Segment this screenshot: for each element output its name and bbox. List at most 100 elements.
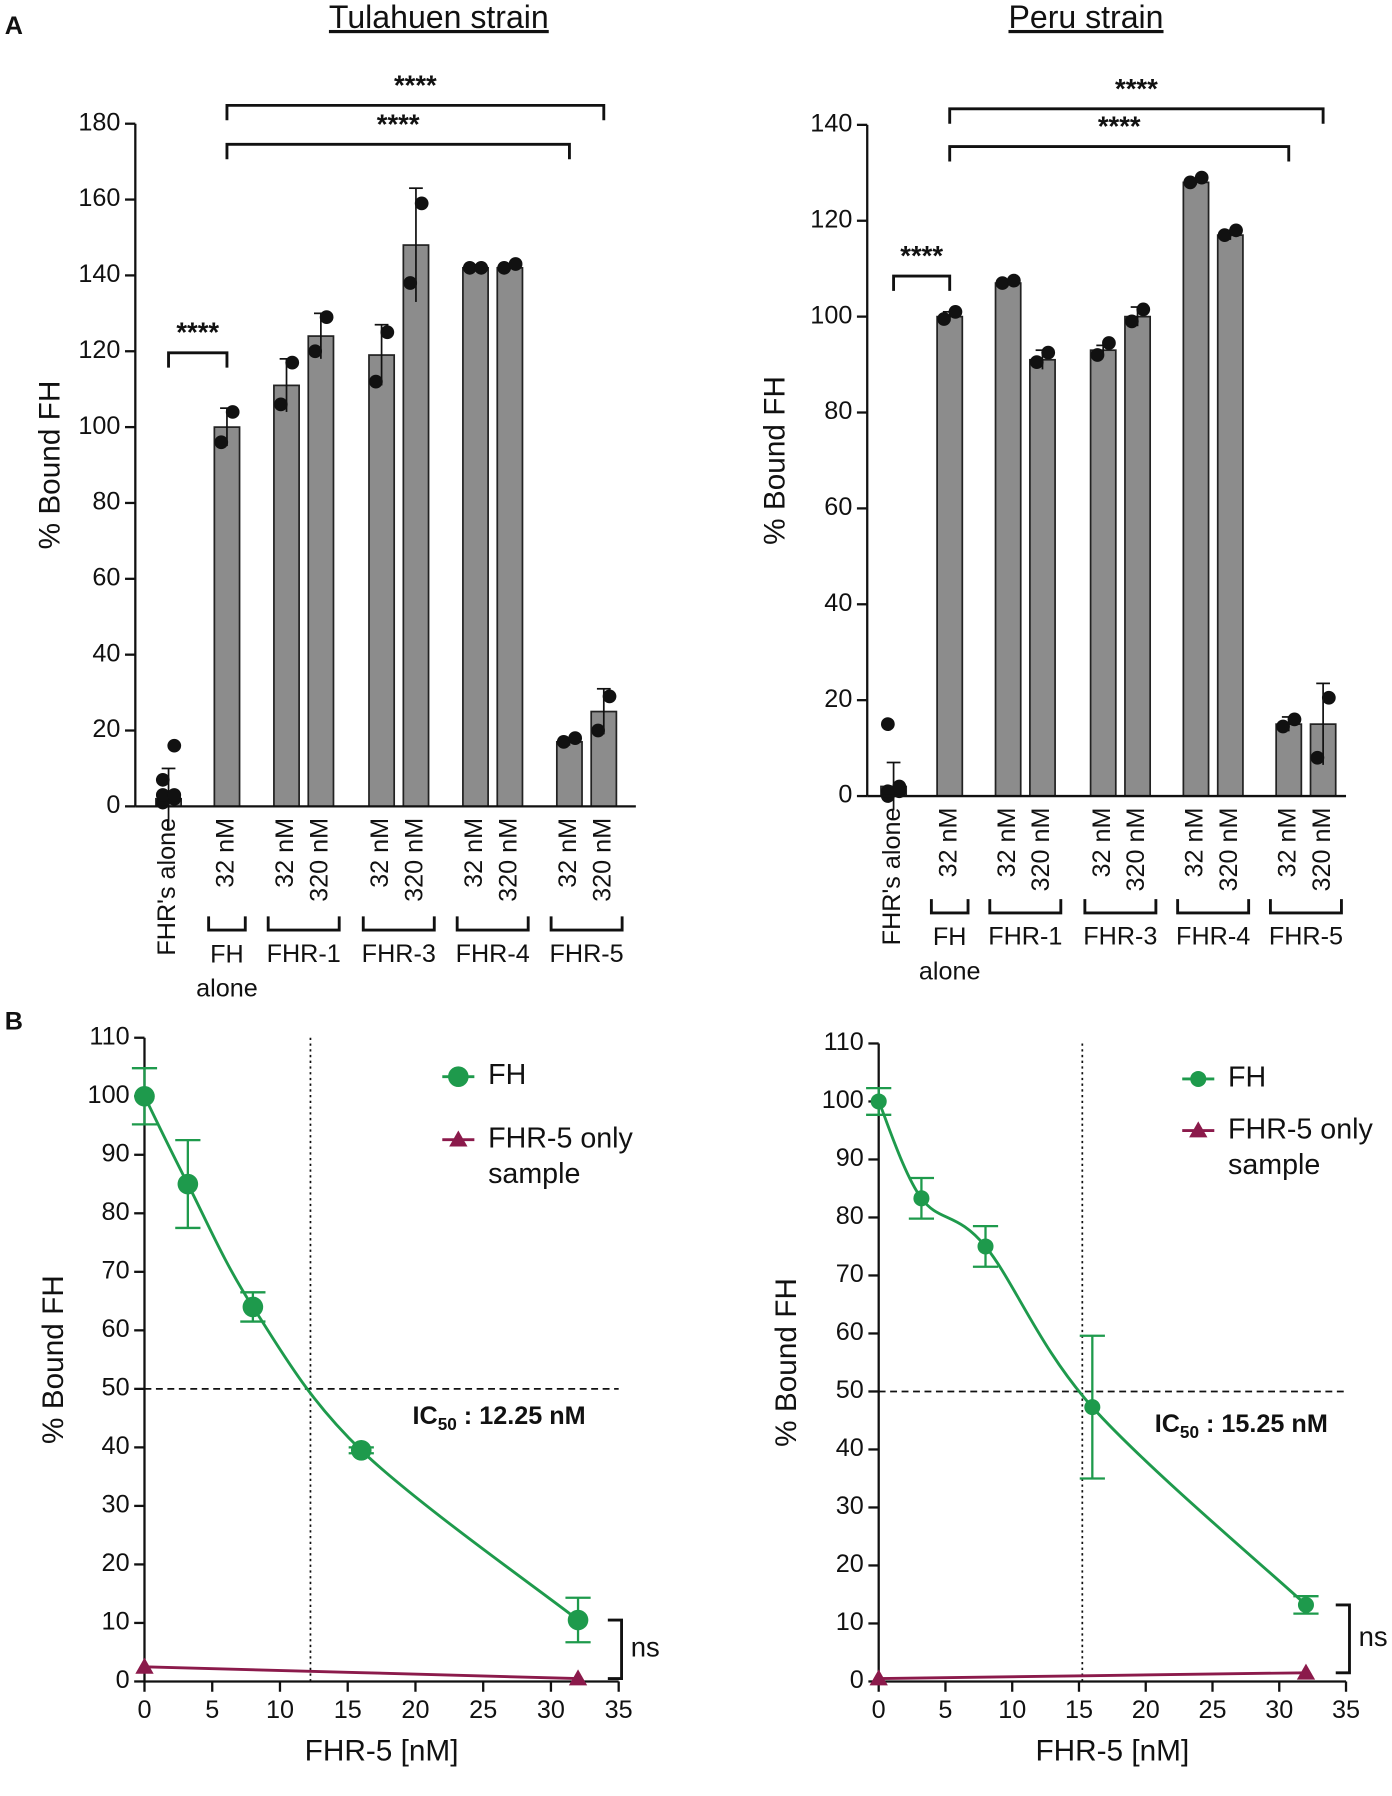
- data-point: [1217, 228, 1232, 242]
- x-tick-label: 25: [469, 1696, 497, 1724]
- x-tick-label: 320 nM: [401, 818, 429, 902]
- data-point: [167, 788, 182, 802]
- marker: [1297, 1596, 1314, 1613]
- group-label: FHR-3: [1083, 923, 1157, 951]
- group-bracket: [207, 916, 247, 932]
- x-tick-label: 320 nM: [495, 818, 523, 902]
- y-tick-label: 10: [102, 1608, 130, 1636]
- bar: [1182, 181, 1210, 797]
- marker: [1296, 1663, 1316, 1680]
- group-label: FHR-5: [1269, 923, 1343, 951]
- series-line: [144, 1665, 579, 1680]
- data-point: [368, 374, 383, 389]
- data-point: [225, 405, 240, 419]
- bar: [1275, 723, 1303, 797]
- group-label: FH alone: [196, 940, 258, 1002]
- y-tick-label: 60: [824, 493, 852, 521]
- x-tick-label: 10: [998, 1696, 1026, 1724]
- y-tick-label: 40: [836, 1434, 864, 1462]
- group-bracket: [1176, 899, 1251, 915]
- y-tick-label: 20: [92, 715, 120, 743]
- data-point: [1310, 750, 1325, 765]
- x-tick-label: 30: [1265, 1696, 1293, 1724]
- data-point: [937, 312, 951, 326]
- data-point: [1287, 712, 1302, 727]
- x-tick-label: 32 nM: [934, 808, 962, 878]
- annotation-part: 50: [1180, 1421, 1199, 1441]
- data-point: [155, 788, 170, 802]
- data-point: [602, 689, 617, 704]
- y-tick-label: 0: [116, 1666, 130, 1694]
- significance-bracket: [607, 1618, 623, 1680]
- y-tick-label: 100: [88, 1081, 130, 1109]
- data-point: [380, 325, 395, 340]
- x-tick-label: 35: [605, 1696, 633, 1724]
- data-point: [591, 723, 605, 738]
- bar: [213, 426, 241, 808]
- x-tick-label: 5: [938, 1696, 952, 1724]
- data-point: [414, 196, 429, 211]
- significance-label: ****: [394, 69, 437, 100]
- data-point: [1041, 345, 1056, 360]
- group-label: FH alone: [919, 923, 981, 985]
- bar: [307, 335, 335, 808]
- group-bracket: [549, 916, 624, 932]
- bar: [273, 384, 300, 808]
- legend-label: FHR-5 only sample: [488, 1122, 633, 1190]
- marker: [350, 1439, 372, 1461]
- x-tick-label: 32 nM: [366, 818, 394, 888]
- annotation-part: : 15.25 nM: [1199, 1410, 1328, 1438]
- bar: [1124, 315, 1152, 797]
- x-tick-label: 32 nM: [212, 818, 240, 888]
- x-tick-label: 15: [334, 1696, 362, 1724]
- marker: [135, 1657, 154, 1674]
- legend-label: FH: [488, 1059, 526, 1091]
- data-point: [214, 435, 229, 450]
- x-tick-label: FHR's alone: [153, 818, 181, 956]
- group-label: FHR-1: [988, 923, 1062, 951]
- y-tick-label: 50: [102, 1374, 130, 1402]
- marker: [134, 1085, 155, 1107]
- data-point: [1102, 336, 1116, 350]
- marker: [448, 1066, 469, 1087]
- significance-label: ****: [900, 240, 943, 271]
- data-point: [167, 738, 182, 753]
- data-point: [568, 731, 583, 745]
- y-tick-label: 10: [836, 1608, 864, 1636]
- significance-bracket: [1335, 1603, 1351, 1675]
- legend-label: FHR-5 only sample: [1228, 1113, 1373, 1181]
- data-point: [1183, 175, 1198, 190]
- x-tick-label: 10: [266, 1696, 294, 1724]
- bar: [402, 244, 430, 808]
- group-label: FHR-1: [267, 940, 341, 968]
- y-tick-label: 180: [78, 108, 120, 136]
- significance-bracket: [225, 103, 606, 121]
- y-tick-label: 120: [78, 336, 120, 364]
- significance-label: ****: [377, 108, 420, 139]
- data-point: [1029, 355, 1044, 370]
- y-tick-label: 60: [102, 1315, 130, 1343]
- y-axis-label: % Bound FH: [770, 1278, 803, 1447]
- x-tick-label: 320 nM: [588, 818, 616, 902]
- y-tick-label: 20: [102, 1549, 130, 1577]
- x-tick-label: 32 nM: [1181, 808, 1209, 878]
- marker: [567, 1609, 589, 1631]
- y-tick-label: 140: [810, 110, 852, 138]
- bar: [555, 741, 583, 808]
- x-tick-label: 0: [137, 1696, 151, 1724]
- x-tick-label: 32 nM: [1273, 808, 1301, 878]
- x-tick-label: 15: [1065, 1696, 1093, 1724]
- data-point: [273, 397, 288, 412]
- data-point: [892, 779, 907, 794]
- x-tick-label: FHR's alone: [878, 808, 906, 946]
- x-tick-label: 35: [1332, 1696, 1360, 1724]
- y-tick-label: 40: [102, 1432, 130, 1460]
- data-point: [995, 276, 1010, 290]
- significance-label: ****: [1115, 73, 1158, 104]
- data-point: [880, 784, 895, 799]
- marker: [913, 1190, 930, 1207]
- y-axis-label: % Bound FH: [34, 381, 67, 550]
- significance-bracket: [948, 107, 1325, 124]
- x-tick-label: 25: [1198, 1696, 1226, 1724]
- marker: [177, 1173, 199, 1195]
